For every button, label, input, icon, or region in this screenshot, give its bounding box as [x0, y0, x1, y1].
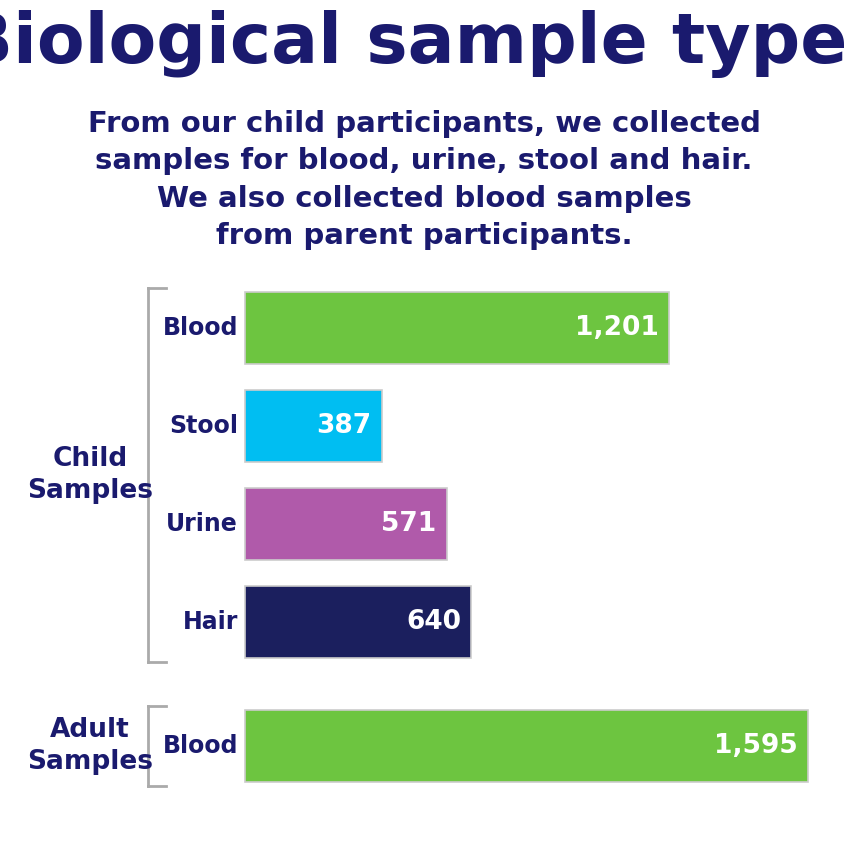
- Text: Hair: Hair: [182, 610, 238, 634]
- FancyBboxPatch shape: [245, 390, 382, 462]
- Text: Blood: Blood: [163, 734, 238, 758]
- Text: Blood: Blood: [163, 316, 238, 340]
- Text: Child
Samples: Child Samples: [27, 446, 153, 504]
- Text: Biological sample types: Biological sample types: [0, 10, 848, 78]
- Text: 1,201: 1,201: [575, 315, 659, 341]
- FancyBboxPatch shape: [245, 292, 669, 364]
- Text: Adult
Samples: Adult Samples: [27, 717, 153, 775]
- Text: Stool: Stool: [169, 414, 238, 438]
- Text: Urine: Urine: [166, 512, 238, 536]
- Text: 571: 571: [382, 511, 437, 537]
- Text: From our child participants, we collected
samples for blood, urine, stool and ha: From our child participants, we collecte…: [87, 110, 761, 175]
- Text: 1,595: 1,595: [714, 733, 798, 759]
- Text: 387: 387: [316, 413, 371, 439]
- FancyBboxPatch shape: [245, 710, 808, 782]
- FancyBboxPatch shape: [245, 488, 447, 560]
- FancyBboxPatch shape: [245, 586, 471, 658]
- Text: We also collected blood samples
from parent participants.: We also collected blood samples from par…: [157, 185, 691, 250]
- Text: 640: 640: [406, 609, 461, 635]
